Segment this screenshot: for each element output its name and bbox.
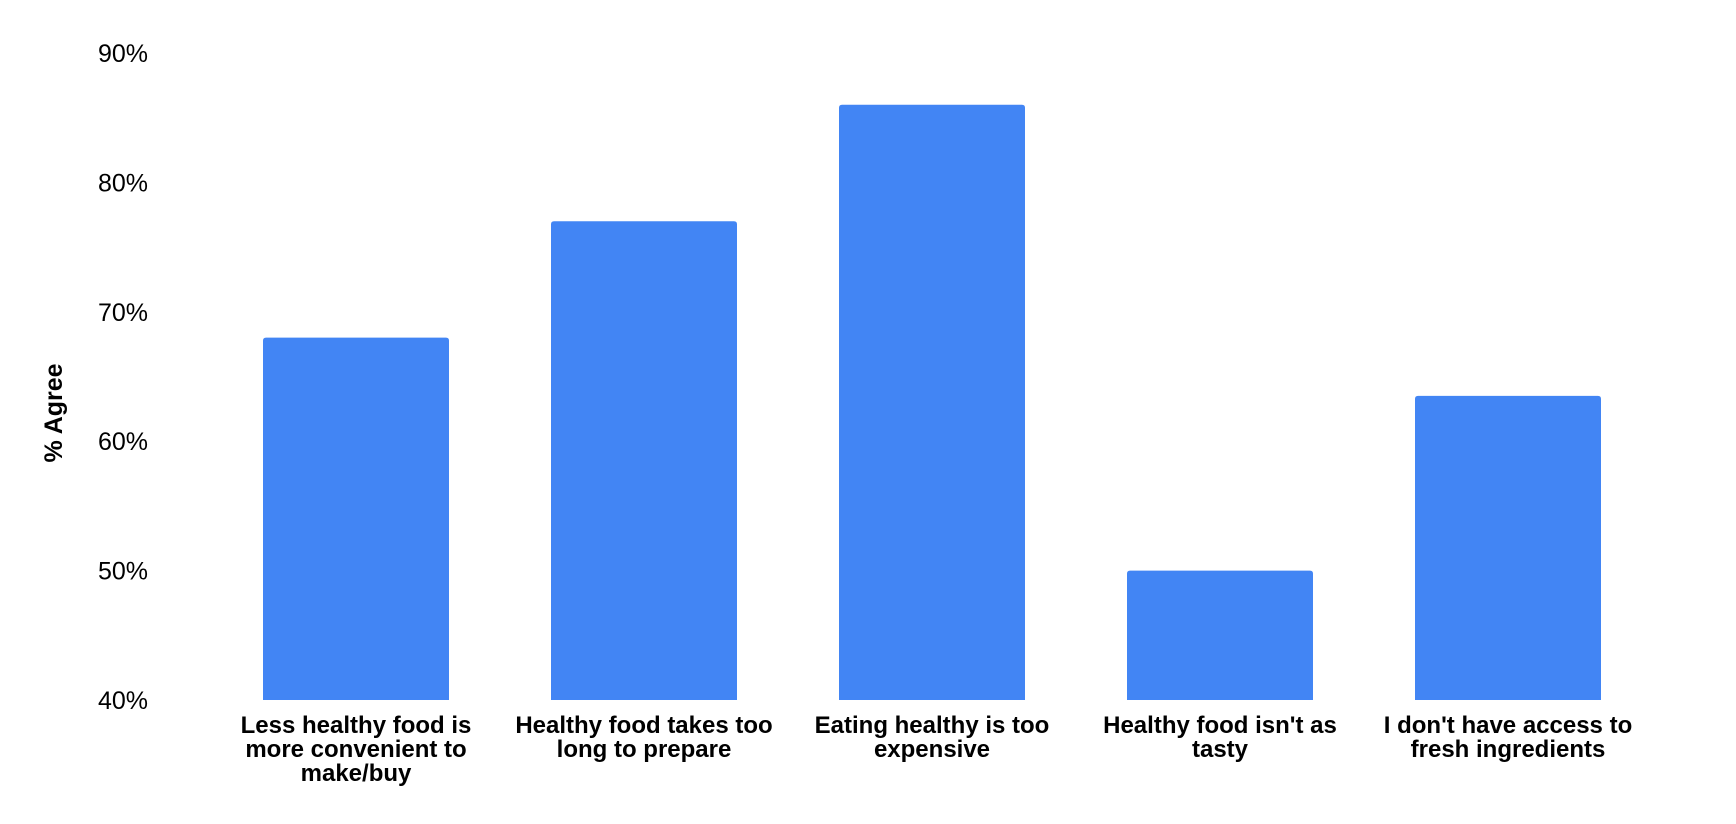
x-category-label: I don't have access to fresh ingredients: [1384, 712, 1632, 763]
x-category-label: Eating healthy is too expensive: [815, 712, 1050, 763]
bars: [263, 104, 1601, 700]
x-category-label: Healthy food isn't as tasty: [1103, 712, 1337, 763]
y-tick-label: 60%: [98, 428, 148, 456]
y-tick-label: 80%: [98, 169, 148, 197]
x-axis-labels: Less healthy food is more convenient to ma…: [241, 712, 1633, 787]
bar: [1415, 395, 1601, 700]
y-tick-label: 90%: [98, 40, 148, 68]
y-tick-label: 70%: [98, 299, 148, 327]
y-tick-label: 40%: [98, 687, 148, 715]
x-category-label: Healthy food takes too long to prepare: [515, 712, 772, 763]
x-category-label: Less healthy food is more convenient to ma…: [241, 712, 472, 787]
y-tick-label: 50%: [98, 558, 148, 586]
y-axis-title: % Agree: [40, 363, 68, 462]
bar: [551, 221, 737, 700]
y-axis-ticks: 90% 80% 70% 60% 50% 40%: [98, 40, 148, 715]
bar: [839, 104, 1025, 700]
bar: [1127, 570, 1313, 700]
bar: [263, 337, 449, 700]
